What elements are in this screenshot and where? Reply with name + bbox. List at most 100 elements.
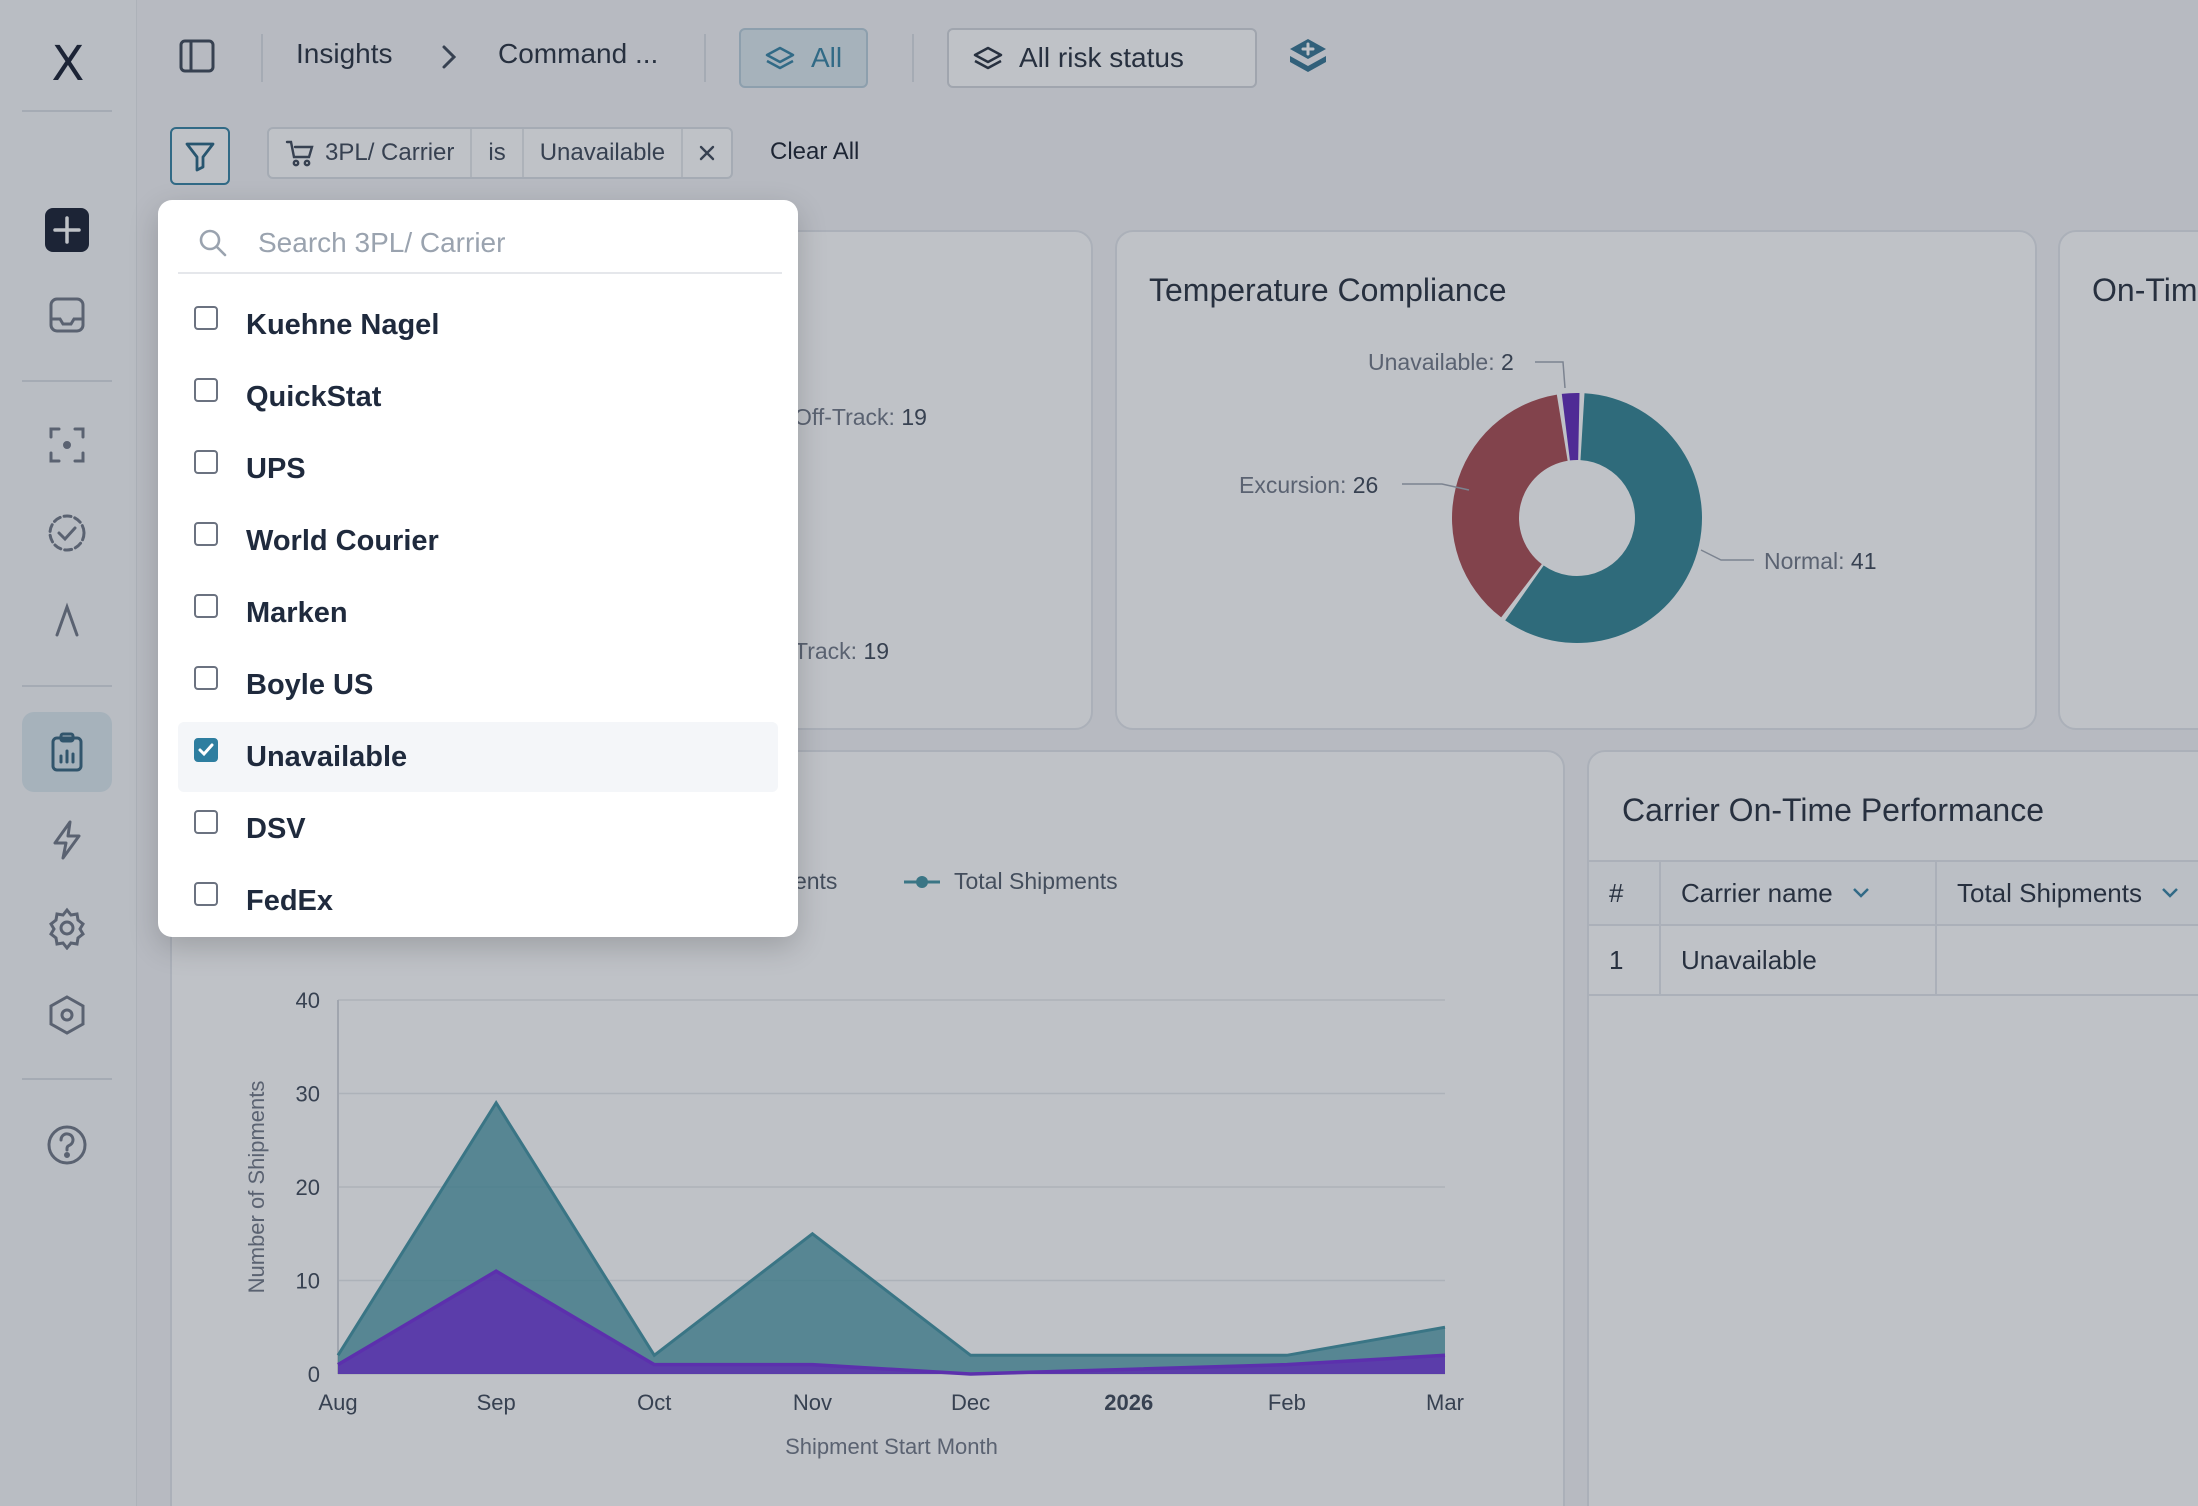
slice-name: Normal:	[1764, 548, 1845, 574]
carrier-search-input[interactable]	[258, 227, 778, 259]
x-axis-label: Shipment Start Month	[785, 1434, 998, 1459]
carrier-table-title: Carrier On-Time Performance	[1622, 792, 2045, 828]
column-total-shipments[interactable]: Total Shipments	[1937, 862, 2198, 924]
breadcrumb-root[interactable]: Insights	[296, 38, 393, 69]
filter-button[interactable]	[170, 127, 230, 185]
toggle-sidebar-button[interactable]	[179, 38, 215, 79]
temperature-compliance-card: Temperature Compliance Unavailable: 2 Ex…	[1115, 230, 2037, 730]
all-scope-button[interactable]: All	[739, 28, 869, 88]
legend-total-label: Total Shipments	[954, 868, 1118, 894]
donut-slice-normal	[1505, 393, 1702, 643]
carrier-option[interactable]: World Courier	[178, 506, 778, 576]
filter-operator[interactable]: is	[472, 129, 524, 177]
carrier-option[interactable]: QuickStat	[178, 362, 778, 432]
new-item-button[interactable]	[22, 190, 112, 270]
checkbox[interactable]	[194, 378, 218, 402]
cell-carrier: Unavailable	[1661, 926, 1937, 994]
checkbox[interactable]	[194, 810, 218, 834]
excursion-slice-label: Excursion: 26	[1239, 472, 1378, 499]
temperature-title: Temperature Compliance	[1149, 272, 1507, 308]
column-carrier-name[interactable]: Carrier name	[1661, 862, 1937, 924]
remove-filter-button[interactable]	[683, 129, 731, 177]
carrier-option[interactable]: DSV	[178, 794, 778, 864]
normal-slice-label: Normal: 41	[1764, 548, 1877, 575]
clear-all-button[interactable]: Clear All	[770, 138, 860, 165]
x-tick-label: 2026	[1104, 1390, 1153, 1415]
checkbox[interactable]	[194, 666, 218, 690]
carrier-option-label: Unavailable	[246, 740, 408, 773]
on-track-label: Track: 19	[794, 638, 889, 665]
lightning-icon	[53, 820, 81, 860]
sidebar-panel-icon	[179, 39, 215, 73]
help-icon	[47, 1125, 87, 1165]
integrations-button[interactable]	[22, 975, 112, 1055]
carrier-option[interactable]: Unavailable	[178, 722, 778, 792]
cell-index: 1	[1589, 926, 1661, 994]
leader-line	[1535, 361, 1566, 389]
checkbox[interactable]	[194, 882, 218, 906]
checkbox[interactable]	[194, 738, 218, 762]
breadcrumb-current[interactable]: Command ...	[498, 38, 659, 69]
legend-total-shipments[interactable]: Total Shipments	[902, 868, 1118, 895]
all-scope-label: All	[811, 42, 843, 73]
filter-value[interactable]: Unavailable	[524, 129, 684, 177]
reports-button[interactable]	[22, 712, 112, 792]
automations-button[interactable]	[22, 800, 112, 880]
slice-value: 26	[1352, 472, 1379, 498]
shipments-area-chart: 0 10 20 30 40 Aug Sep Oct Nov Dec 2026 Feb Mar Shipme…	[244, 988, 1464, 1459]
legend-marker-icon	[904, 875, 940, 888]
sidebar-divider	[22, 1078, 112, 1080]
column-index: #	[1589, 862, 1661, 924]
x-tick-label: Oct	[637, 1390, 671, 1415]
app-logo[interactable]: X	[51, 36, 85, 92]
column-label: Total Shipments	[1957, 877, 2142, 908]
checkbox[interactable]	[194, 522, 218, 546]
sidebar-divider	[22, 380, 112, 382]
carrier-option-label: QuickStat	[246, 380, 382, 413]
y-tick-label: 30	[296, 1082, 320, 1107]
scan-button[interactable]	[22, 405, 112, 485]
lambda-button[interactable]	[22, 581, 112, 661]
checkbox[interactable]	[194, 450, 218, 474]
slice-name: Excursion:	[1239, 472, 1347, 498]
carrier-option[interactable]: Boyle US	[178, 650, 778, 720]
plus-icon	[45, 208, 89, 252]
y-tick-label: 10	[296, 1269, 320, 1294]
help-button[interactable]	[22, 1105, 112, 1185]
carrier-option-label: DSV	[246, 812, 306, 845]
leader-line	[1402, 483, 1470, 491]
sidebar-divider	[22, 685, 112, 687]
gear-icon	[49, 907, 85, 950]
area-series-fill	[338, 1102, 1445, 1374]
risk-status-select[interactable]: All risk status	[947, 28, 1257, 88]
chevron-right-icon	[442, 45, 457, 69]
leader-line	[1700, 549, 1754, 561]
carrier-option[interactable]: FedEx	[178, 866, 778, 936]
x-tick-label: Sep	[477, 1390, 516, 1415]
carrier-option[interactable]: UPS	[178, 434, 778, 504]
donut-slice-unavailable	[1561, 393, 1580, 461]
on-time-title: On-Tim	[2092, 272, 2198, 308]
filter-field[interactable]: 3PL/ Carrier	[269, 129, 473, 177]
x-tick-label: Feb	[1268, 1390, 1306, 1415]
filter-chip[interactable]: 3PL/ Carrier is Unavailable	[267, 127, 734, 179]
carrier-option-label: UPS	[246, 452, 306, 485]
funnel-icon	[185, 142, 215, 172]
x-tick-label: Dec	[951, 1390, 990, 1415]
table-row[interactable]: 1 Unavailable	[1589, 926, 2198, 996]
unavailable-slice-label: Unavailable: 2	[1368, 349, 1514, 376]
inbox-icon	[49, 297, 85, 333]
tasks-button[interactable]	[22, 493, 112, 573]
divider	[912, 34, 914, 82]
on-track-value: 19	[863, 638, 890, 664]
carrier-option-label: FedEx	[246, 884, 334, 917]
search-icon	[199, 229, 227, 257]
carrier-option[interactable]: Kuehne Nagel	[178, 290, 778, 360]
slice-value: 41	[1850, 548, 1877, 574]
inbox-button[interactable]	[22, 275, 112, 355]
add-layer-button[interactable]	[1287, 36, 1329, 83]
settings-button[interactable]	[22, 888, 112, 968]
carrier-option[interactable]: Marken	[178, 578, 778, 648]
checkbox[interactable]	[194, 306, 218, 330]
checkbox[interactable]	[194, 594, 218, 618]
